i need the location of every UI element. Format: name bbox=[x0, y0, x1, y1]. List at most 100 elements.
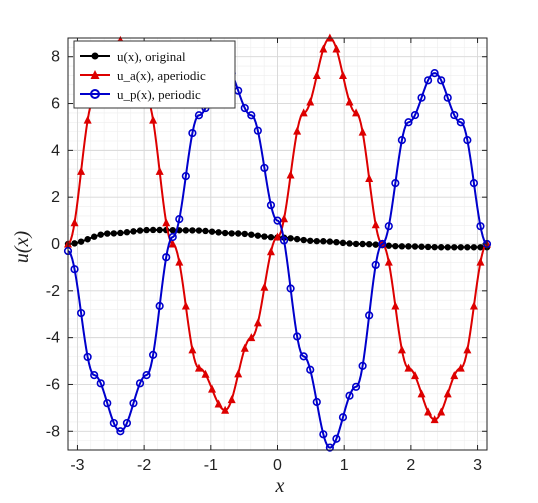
series-point bbox=[286, 170, 295, 179]
series-point bbox=[182, 227, 190, 234]
series-point bbox=[307, 237, 314, 244]
series-point bbox=[423, 76, 433, 85]
series-point bbox=[97, 231, 104, 238]
series-point bbox=[280, 214, 289, 223]
series-point bbox=[300, 236, 307, 244]
series-point bbox=[345, 97, 354, 106]
series-point bbox=[168, 232, 177, 242]
series-point bbox=[135, 379, 145, 388]
x-tick-label: 3 bbox=[473, 457, 482, 474]
series-point bbox=[188, 345, 197, 354]
series-point bbox=[378, 239, 387, 249]
series-point bbox=[149, 115, 158, 124]
series-point bbox=[130, 228, 137, 235]
y-axis-label: u(x) bbox=[11, 231, 33, 264]
series-point bbox=[175, 257, 184, 266]
series-point bbox=[143, 226, 150, 234]
series-point bbox=[208, 228, 216, 235]
series-point bbox=[352, 240, 360, 248]
series-point bbox=[320, 238, 327, 245]
series-point bbox=[477, 244, 484, 251]
series-point bbox=[254, 232, 262, 239]
series-point bbox=[359, 240, 366, 248]
series-point bbox=[149, 350, 158, 359]
series-point bbox=[404, 118, 413, 127]
series-point bbox=[306, 97, 315, 106]
y-tick-label: -2 bbox=[46, 283, 60, 300]
series-point bbox=[241, 230, 248, 238]
series-point bbox=[234, 369, 243, 378]
series-point bbox=[214, 399, 223, 408]
series-point bbox=[351, 382, 361, 391]
y-tick-label: -6 bbox=[46, 376, 60, 393]
series-point bbox=[266, 247, 275, 256]
series-point bbox=[430, 415, 439, 424]
series-point bbox=[332, 44, 341, 53]
series-point bbox=[299, 108, 308, 117]
series-point bbox=[325, 443, 334, 452]
series-point bbox=[358, 361, 367, 370]
series-point bbox=[70, 265, 79, 274]
series-point bbox=[273, 216, 282, 225]
series-point bbox=[123, 229, 131, 236]
series-point bbox=[279, 236, 289, 245]
legend-label-aperiodic: u_a(x), aperiodic bbox=[117, 68, 206, 83]
series-point bbox=[319, 430, 328, 439]
y-tick-label: -4 bbox=[46, 330, 60, 347]
series-point bbox=[116, 427, 125, 436]
series-point bbox=[405, 243, 412, 250]
series-point bbox=[345, 391, 354, 400]
series-point bbox=[194, 363, 203, 372]
series-point bbox=[326, 238, 334, 245]
series-point bbox=[169, 226, 176, 234]
series-point bbox=[247, 333, 256, 342]
series-point bbox=[253, 318, 262, 327]
series-2 bbox=[63, 61, 492, 452]
series-point bbox=[117, 229, 124, 237]
series-point bbox=[142, 370, 151, 380]
series-point bbox=[77, 238, 85, 245]
series-point bbox=[221, 405, 230, 414]
series-point bbox=[235, 230, 242, 237]
series-point bbox=[430, 69, 439, 78]
series-point bbox=[240, 343, 249, 352]
series-point bbox=[444, 244, 451, 251]
series-point bbox=[77, 166, 86, 175]
series-point bbox=[247, 111, 256, 120]
series-point bbox=[181, 172, 190, 181]
series-point bbox=[188, 128, 197, 138]
series-point bbox=[287, 235, 294, 242]
series-point bbox=[443, 93, 452, 102]
series-point bbox=[168, 239, 177, 248]
series-point bbox=[391, 179, 400, 188]
series-point bbox=[319, 44, 328, 53]
series-point bbox=[84, 236, 91, 243]
y-tick-label: 6 bbox=[51, 96, 60, 113]
series-point bbox=[372, 241, 379, 248]
y-tick-label: 4 bbox=[51, 142, 60, 159]
series-point bbox=[248, 231, 255, 238]
series-point bbox=[76, 308, 86, 318]
series-point bbox=[253, 126, 262, 135]
y-tick-label: 2 bbox=[51, 189, 60, 206]
series-point bbox=[129, 399, 138, 408]
series-point bbox=[417, 93, 426, 102]
series-point bbox=[156, 226, 163, 234]
series-point bbox=[293, 126, 302, 135]
series-point bbox=[90, 370, 99, 380]
series-point bbox=[155, 166, 164, 175]
series-point bbox=[365, 173, 374, 182]
series-point bbox=[286, 284, 295, 293]
series-point bbox=[312, 70, 321, 79]
series-point bbox=[404, 363, 413, 372]
series-point bbox=[385, 242, 392, 249]
series-point bbox=[392, 242, 399, 250]
series-point bbox=[431, 243, 438, 251]
series-point bbox=[96, 379, 105, 388]
series-point bbox=[333, 238, 340, 246]
series-point bbox=[391, 301, 400, 310]
series-point bbox=[437, 76, 446, 85]
series-point bbox=[293, 332, 302, 341]
